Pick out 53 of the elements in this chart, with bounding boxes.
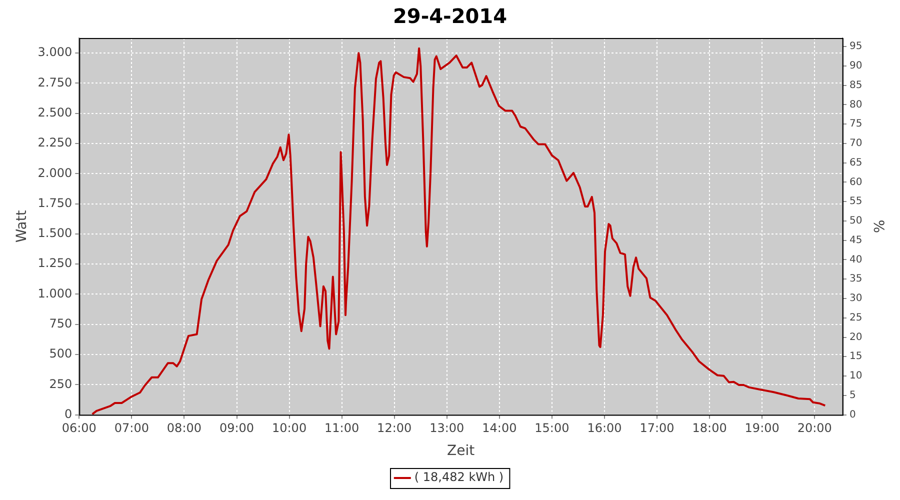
y2-tick-label: 20 — [849, 332, 862, 343]
y-tick-label: 500 — [49, 346, 72, 361]
x-tick-label: 19:00 — [744, 421, 780, 436]
y2-tick-label: 50 — [849, 216, 862, 227]
y2-tick-label: 80 — [849, 99, 862, 110]
y2-tick-label: 0 — [849, 409, 856, 420]
x-tick-label: 11:00 — [324, 421, 360, 436]
y2-tick-label: 35 — [849, 274, 862, 285]
y2-axis-title: % — [870, 220, 886, 234]
y-tick-label: 0 — [64, 406, 72, 421]
y-tick-label: 750 — [49, 316, 72, 330]
y2-tick-label: 75 — [849, 118, 862, 130]
y2-tick-label: 70 — [849, 138, 862, 150]
x-tick-label: 16:00 — [587, 421, 622, 436]
y2-tick-label: 10 — [849, 370, 862, 382]
x-tick-label: 07:00 — [114, 421, 149, 436]
y-axis-title: Watt — [14, 210, 30, 243]
y2-tick-label: 55 — [849, 196, 862, 208]
y-tick-label: 1.500 — [38, 226, 72, 240]
y2-tick-label: 85 — [849, 80, 862, 91]
x-tick-label: 18:00 — [692, 421, 727, 436]
y-tick-label: 3.000 — [38, 45, 72, 60]
y-tick-label: 2.500 — [38, 105, 72, 120]
y-tick-label: 1.750 — [38, 196, 72, 210]
y2-tick-label: 95 — [849, 41, 862, 52]
x-tick-label: 09:00 — [219, 421, 254, 436]
y2-tick-label: 25 — [849, 312, 862, 324]
x-tick-label: 13:00 — [430, 421, 464, 436]
y2-tick-label: 60 — [849, 176, 862, 188]
chart-title: 29-4-2014 — [392, 4, 508, 28]
x-tick-label: 15:00 — [534, 421, 570, 436]
x-tick-label: 10:00 — [272, 421, 307, 436]
x-tick-label: 17:00 — [640, 421, 674, 436]
x-tick-label: 20:00 — [797, 421, 832, 436]
y2-tick-label: 65 — [849, 157, 862, 168]
legend-label: ( 18,482 kWh ) — [414, 470, 504, 484]
y2-tick-label: 30 — [849, 293, 862, 304]
y-tick-label: 250 — [49, 376, 72, 391]
x-axis-title: Zeit — [447, 443, 476, 460]
y-tick-label: 2.000 — [38, 166, 72, 180]
y-tick-label: 2.750 — [38, 75, 72, 90]
y-tick-label: 1.000 — [38, 286, 72, 300]
x-tick-label: 06:00 — [62, 421, 96, 436]
y2-tick-label: 90 — [849, 60, 862, 72]
y-tick-label: 2.250 — [38, 136, 72, 150]
y2-tick-label: 40 — [849, 254, 862, 266]
y2-tick-label: 15 — [849, 351, 862, 362]
y2-tick-label: 45 — [849, 234, 862, 246]
x-tick-label: 08:00 — [166, 421, 202, 436]
y-tick-label: 1.250 — [38, 256, 72, 270]
x-tick-label: 12:00 — [377, 421, 412, 436]
x-tick-label: 14:00 — [482, 421, 517, 436]
y2-tick-label: 5 — [849, 390, 856, 402]
